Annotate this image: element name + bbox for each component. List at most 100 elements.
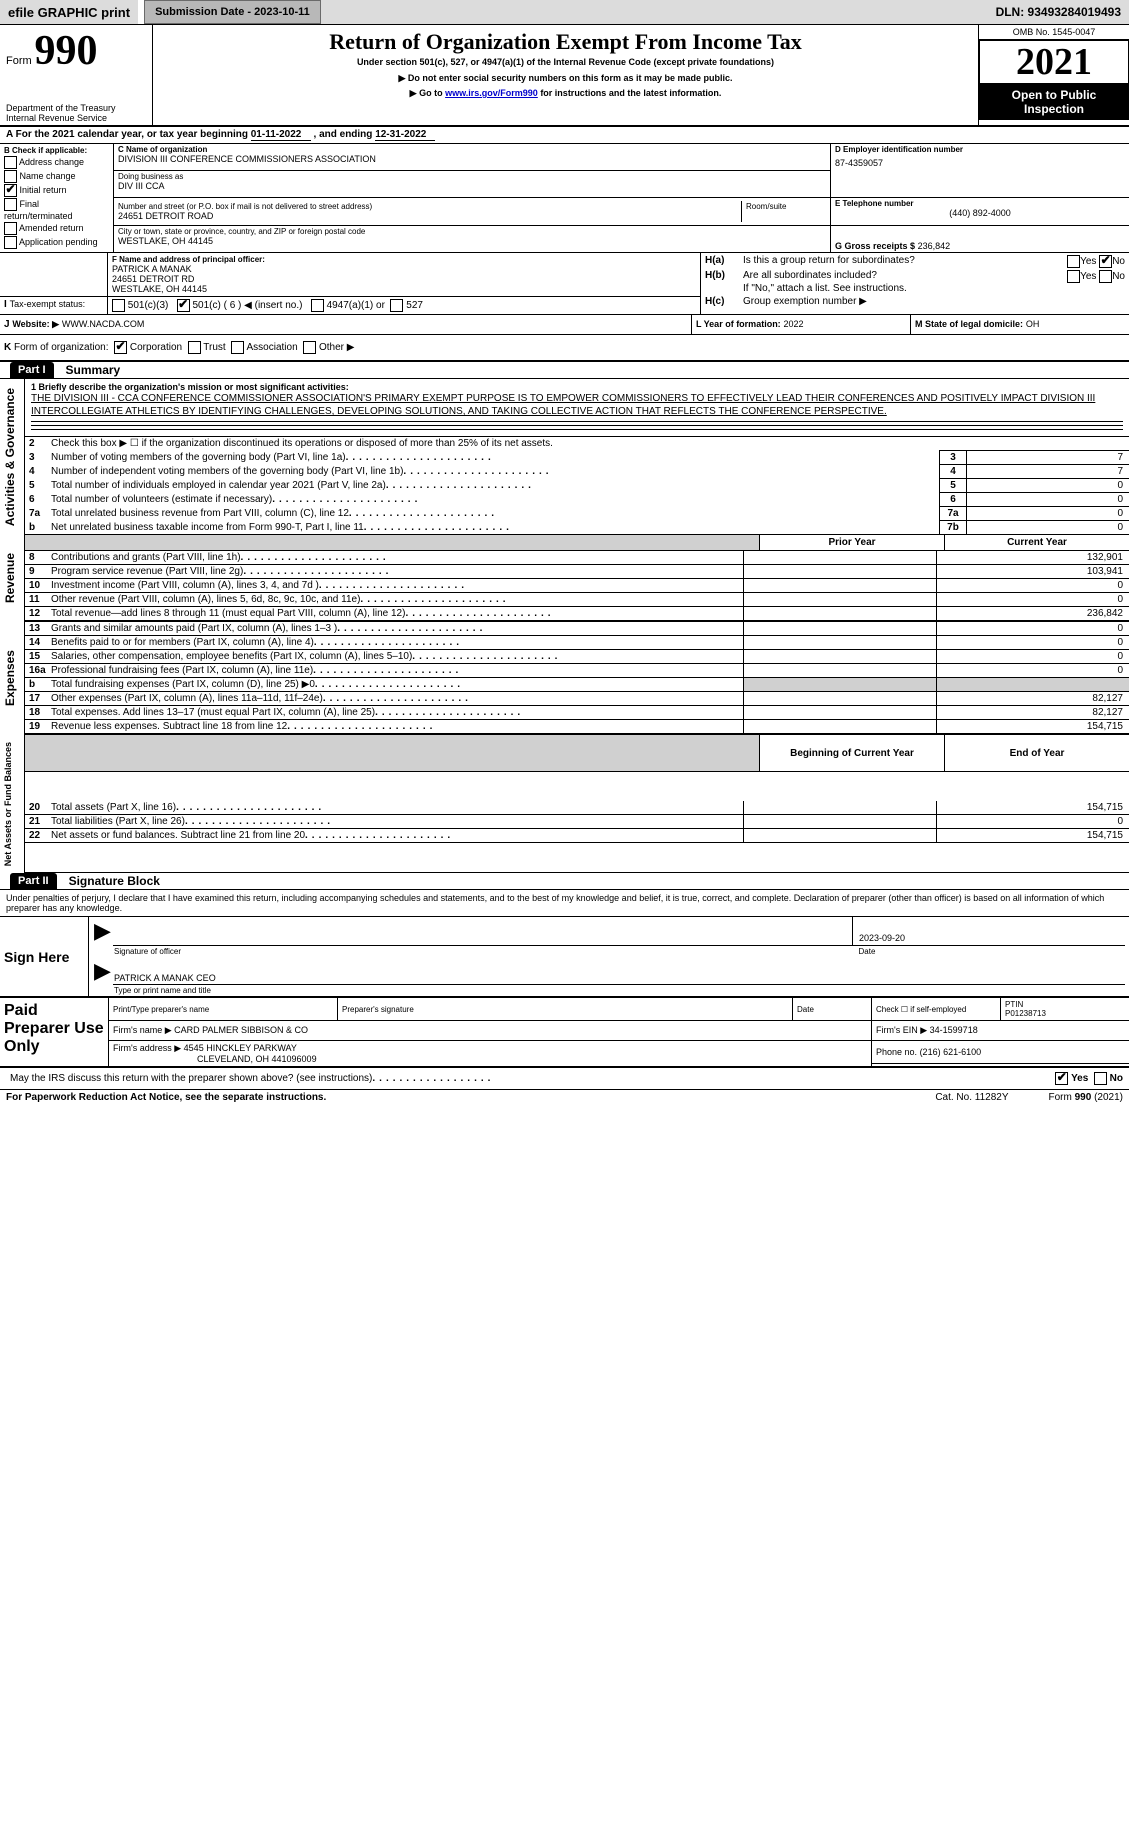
sign-arrow-icon: ▶ (93, 957, 113, 985)
officer-city: WESTLAKE, OH 44145 (112, 284, 696, 294)
officer-print-name: PATRICK A MANAK CEO (113, 957, 1125, 985)
submission-date-button[interactable]: Submission Date - 2023-10-11 (144, 0, 321, 24)
hb-no-checkbox[interactable] (1099, 270, 1112, 283)
tax-year-end: 12-31-2022 (375, 129, 435, 141)
box-b-checkbox[interactable] (4, 236, 17, 249)
ptin-label: PTIN (1005, 1000, 1023, 1009)
dba-value: DIV III CCA (118, 181, 826, 191)
phone-label: Phone no. (876, 1047, 917, 1057)
sign-arrow-icon: ▶ (93, 917, 113, 945)
goto-pre: Go to (419, 88, 445, 98)
declaration-text: Under penalties of perjury, I declare th… (0, 890, 1129, 917)
officer-name: PATRICK A MANAK (112, 264, 696, 274)
dba-label: Doing business as (118, 172, 826, 181)
firm-ein: 34-1599718 (930, 1025, 978, 1035)
line-a: A For the 2021 calendar year, or tax yea… (0, 127, 1129, 144)
street-value: 24651 DETROIT ROAD (118, 211, 737, 221)
box-k-checkbox[interactable] (231, 341, 244, 354)
part2-header: Part II (10, 873, 57, 889)
box-b-checkbox[interactable] (4, 222, 17, 235)
efile-graphic-label: efile GRAPHIC print (0, 0, 138, 24)
type-name-label: Type or print name and title (113, 985, 1125, 997)
firm-name: CARD PALMER SIBBISON & CO (174, 1025, 308, 1035)
box-k-checkbox[interactable] (303, 341, 316, 354)
yes-label: Yes (1080, 256, 1096, 267)
part1-header: Part I (10, 362, 54, 378)
box-b-heading: B Check if applicable: (4, 146, 109, 155)
form-label: Form (6, 55, 32, 67)
col-end: End of Year (945, 735, 1129, 772)
f-h-block: F Name and address of principal officer:… (0, 252, 1129, 314)
box-b-checkbox[interactable] (4, 156, 17, 169)
hb-yes-checkbox[interactable] (1067, 270, 1080, 283)
irs-link[interactable]: www.irs.gov/Form990 (445, 88, 538, 98)
527-checkbox[interactable] (390, 299, 403, 312)
form-header: Form 990 Department of the Treasury Inte… (0, 25, 1129, 127)
website-label: Website: ▶ (12, 319, 59, 329)
4947-label: 4947(a)(1) or (327, 300, 385, 311)
col-date: Date (793, 998, 872, 1021)
officer-street: 24651 DETROIT RD (112, 274, 696, 284)
box-b-item-label: Initial return (20, 185, 67, 195)
j-k-l-m-block: J Website: ▶ WWW.NACDA.COM L Year of for… (0, 314, 1129, 362)
line2-text: Check this box ▶ ☐ if the organization d… (51, 438, 553, 449)
ha-no-checkbox[interactable] (1099, 255, 1112, 268)
box-l-label: L Year of formation: (696, 319, 781, 329)
box-f-label: F Name and address of principal officer: (112, 255, 696, 264)
sign-here-label: Sign Here (0, 917, 89, 997)
col-current: Current Year (945, 535, 1129, 551)
ptin-value: P01238713 (1005, 1009, 1046, 1018)
firm-name-label: Firm's name ▶ (113, 1025, 172, 1035)
hb-note: If "No," attach a list. See instructions… (705, 283, 1125, 294)
box-k-checkbox[interactable] (188, 341, 201, 354)
form-number: 990 (34, 28, 97, 74)
irs-label: Internal Revenue Service (6, 113, 146, 123)
box-k-checkbox[interactable] (114, 341, 127, 354)
tax-year: 2021 (979, 40, 1129, 84)
ein-value: 87-4359057 (835, 158, 1125, 168)
open-to-public: Open to Public Inspection (979, 84, 1129, 120)
col-prior: Prior Year (760, 535, 945, 551)
omb-number: OMB No. 1545-0047 (979, 25, 1129, 40)
signature-block: Sign Here ▶ 2023-09-20 Signature of offi… (0, 917, 1129, 998)
goto-post: for instructions and the latest informat… (538, 88, 722, 98)
firm-addr2: CLEVELAND, OH 441096009 (113, 1054, 317, 1064)
tax-exempt-label: Tax-exempt status: (10, 299, 86, 309)
501c-checkbox[interactable] (177, 299, 190, 312)
box-b-checkbox[interactable] (4, 184, 17, 197)
col-check: Check ☐ if self-employed (872, 998, 1001, 1021)
yes-label: Yes (1071, 1073, 1088, 1084)
4947-checkbox[interactable] (311, 299, 324, 312)
top-bar: efile GRAPHIC print Submission Date - 20… (0, 0, 1129, 25)
501c3-checkbox[interactable] (112, 299, 125, 312)
box-k-label: Form of organization: (14, 342, 109, 353)
no-label: No (1110, 1073, 1123, 1084)
addr-label: Number and street (or P.O. box if mail i… (118, 202, 737, 211)
side-netassets: Net Assets or Fund Balances (1, 736, 15, 872)
box-b-checkbox[interactable] (4, 198, 17, 211)
line1-label: 1 Briefly describe the organization's mi… (31, 382, 1123, 392)
hc-question: Group exemption number ▶ (743, 296, 1125, 307)
box-k-opt: Corporation (130, 342, 182, 353)
box-k-opt: Association (247, 342, 298, 353)
col-sig: Preparer's signature (338, 998, 793, 1021)
box-k-opt: Trust (203, 342, 225, 353)
dln-label: DLN: 93493284019493 (988, 0, 1129, 24)
ha-yes-checkbox[interactable] (1067, 255, 1080, 268)
part1-title: Summary (54, 363, 121, 377)
yes-label: Yes (1080, 271, 1096, 282)
box-d-label: D Employer identification number (835, 145, 1125, 154)
discuss-no-checkbox[interactable] (1094, 1072, 1107, 1085)
phone-value: (440) 892-4000 (835, 208, 1125, 218)
hb-question: Are all subordinates included? (743, 270, 1067, 283)
dept-treasury: Department of the Treasury (6, 103, 146, 113)
side-expenses: Expenses (1, 644, 19, 712)
subtitle: Under section 501(c), 527, or 4947(a)(1)… (157, 57, 974, 67)
mission-text: THE DIVISION III - CCA CONFERENCE COMMIS… (31, 392, 1123, 418)
pra-notice: For Paperwork Reduction Act Notice, see … (6, 1092, 326, 1103)
no-label: No (1112, 256, 1125, 267)
discuss-yes-checkbox[interactable] (1055, 1072, 1068, 1085)
arrow-icon (410, 88, 417, 98)
hc-prefix: H(c) (705, 296, 743, 307)
website-value: WWW.NACDA.COM (62, 319, 145, 329)
